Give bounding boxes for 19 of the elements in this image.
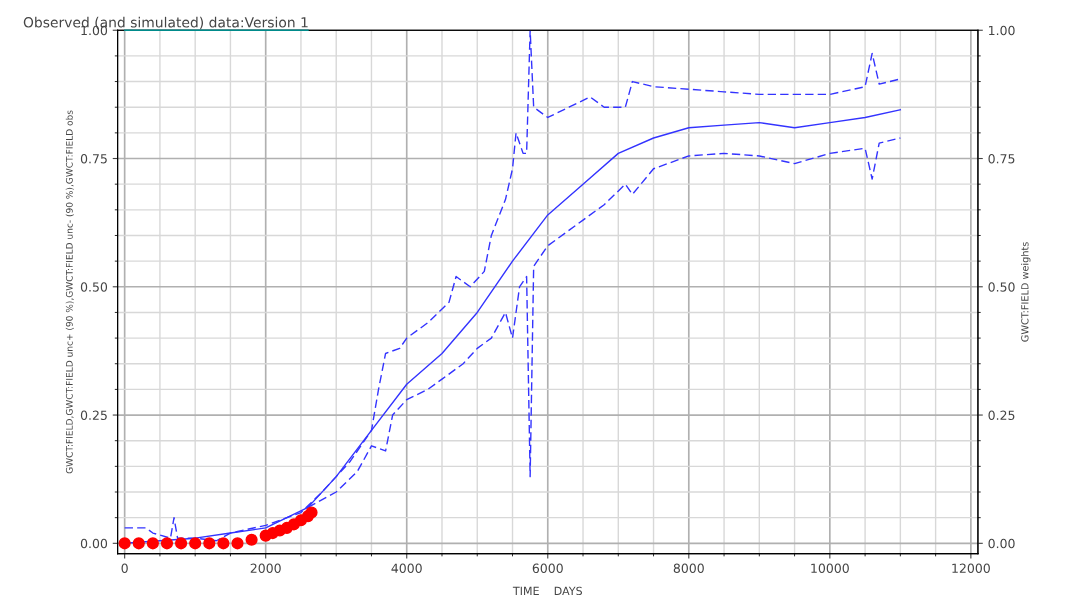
y2-axis-title: GWCT:FIELD weights: [1021, 242, 1031, 342]
x-tick-label: 0: [121, 563, 128, 573]
y2-tick-label: 0.25: [988, 410, 1015, 420]
y2-tick-label: 0.75: [988, 153, 1015, 164]
y2-tick-label: 0.00: [988, 538, 1015, 549]
y2-tick-label: 1.00: [989, 25, 1015, 36]
x-axis-title: TIME DAYS: [512, 586, 583, 596]
x-tick-label: 4000: [391, 563, 422, 573]
x-tick-label: 10000: [811, 563, 849, 573]
x-tick-label: 8000: [673, 563, 704, 573]
y-tick-label: 0.75: [80, 153, 107, 164]
y2-tick-label: 0.50: [988, 282, 1015, 292]
y-tick-label: 0.50: [80, 282, 108, 292]
x-tick-label: 12000: [952, 563, 990, 573]
y-tick-label: 0.25: [80, 410, 107, 420]
x-tick-label: 6000: [532, 563, 563, 573]
y-axis-title: GWCT:FIELD,GWCT:FIELD unc+ (90 %),GWCT:FIELD unc- (90 %),GWCT:FIELD obs: [65, 110, 74, 474]
y-tick-label: 0.00: [80, 538, 108, 549]
x-tick-label: 2000: [250, 563, 281, 573]
